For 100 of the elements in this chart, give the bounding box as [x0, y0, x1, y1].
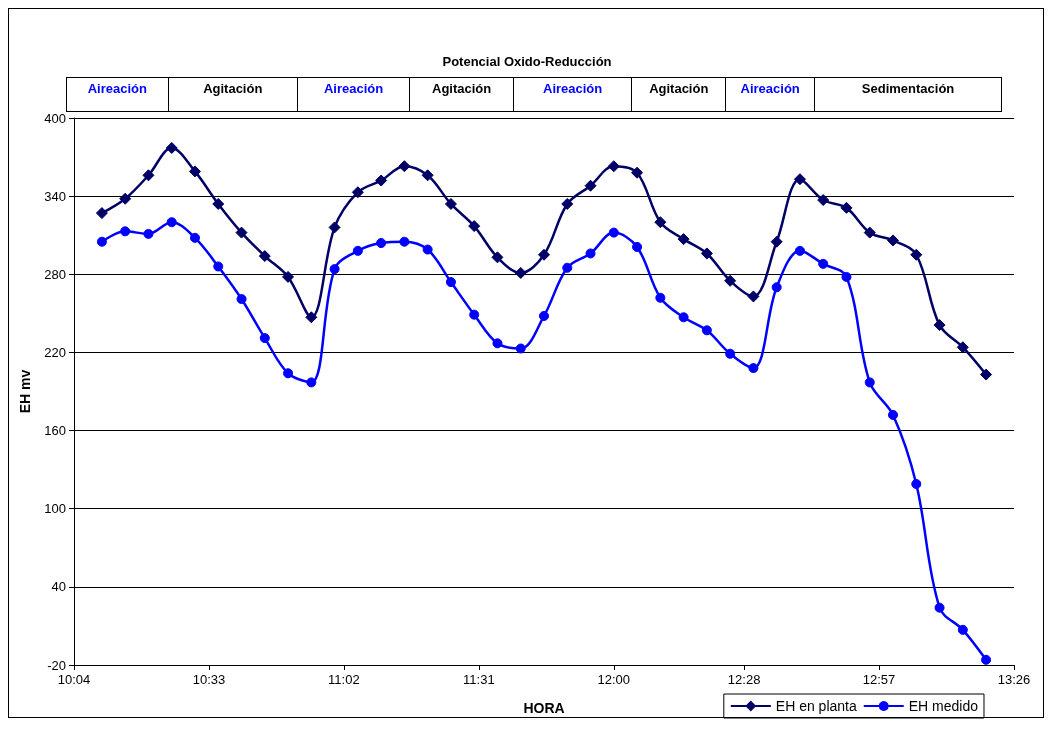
x-tick-label: 13:26 — [997, 672, 1031, 687]
point — [539, 310, 549, 321]
point — [351, 186, 364, 199]
y-tick-label: -20 — [47, 657, 66, 673]
point — [515, 343, 526, 354]
x-tick-label: 12:00 — [597, 672, 631, 687]
y-tick-label: 280 — [44, 266, 66, 282]
point — [376, 238, 387, 249]
point — [259, 333, 270, 344]
x-tick-label: 11:02 — [328, 672, 360, 687]
point — [701, 325, 712, 336]
point — [864, 377, 875, 388]
point — [120, 226, 131, 237]
x-tick-label: 10:33 — [192, 672, 226, 687]
y-tick-label: 220 — [44, 344, 66, 360]
point — [888, 409, 899, 420]
y-tick-label: 160 — [44, 423, 66, 439]
point — [375, 174, 388, 187]
chart-title: Potencial Oxido-Reducción — [442, 54, 612, 69]
text: Aireación — [66, 77, 169, 112]
point — [165, 141, 178, 154]
point — [980, 368, 993, 381]
point — [771, 282, 782, 293]
legend-label: EH medido — [908, 698, 979, 714]
point — [981, 654, 992, 665]
point — [794, 245, 805, 256]
point — [282, 270, 295, 283]
point — [793, 173, 806, 186]
point — [724, 274, 737, 287]
point — [213, 261, 224, 272]
point — [654, 216, 667, 229]
point — [678, 312, 689, 323]
point — [329, 264, 340, 275]
text: Agitación — [631, 77, 727, 112]
point — [840, 201, 853, 214]
point — [258, 250, 271, 263]
point — [119, 192, 132, 205]
point — [910, 248, 923, 261]
point — [584, 179, 597, 192]
point — [469, 309, 480, 320]
point — [422, 244, 433, 255]
point — [562, 262, 573, 273]
point — [818, 258, 829, 269]
point — [95, 207, 108, 220]
point — [747, 290, 760, 303]
point — [399, 236, 410, 247]
x-tick-label: 11:31 — [463, 672, 495, 687]
point — [608, 227, 619, 238]
x-axis-title: HORA — [523, 700, 565, 716]
text: Agitación — [167, 77, 298, 112]
point — [956, 341, 969, 354]
point — [188, 165, 201, 178]
y-tick-label: 40 — [51, 579, 66, 595]
x-tick-label: 12:57 — [862, 672, 896, 687]
text: Sedimentación — [814, 77, 1002, 112]
text: Aireación — [512, 77, 633, 112]
point — [236, 294, 247, 305]
point — [700, 247, 713, 260]
point — [468, 220, 481, 233]
point — [655, 292, 666, 303]
point — [166, 217, 177, 228]
point — [142, 169, 155, 182]
point — [514, 266, 527, 279]
point — [957, 624, 968, 635]
point — [421, 169, 434, 182]
point — [445, 277, 456, 288]
point — [444, 197, 457, 210]
text: Agitación — [409, 77, 514, 112]
point — [887, 234, 900, 247]
point — [212, 197, 225, 210]
legend-label: EH en planta — [775, 698, 857, 714]
point — [561, 197, 574, 210]
y-tick-label: 400 — [44, 110, 66, 126]
y-axis-title: EH mv — [17, 369, 33, 414]
point — [491, 251, 504, 264]
point — [841, 271, 852, 282]
point — [817, 194, 830, 207]
text: Aireación — [296, 77, 411, 112]
text: Aireación — [725, 77, 816, 112]
y-tick-label: 340 — [44, 188, 66, 204]
point — [143, 228, 154, 239]
point — [934, 602, 945, 613]
point — [492, 338, 503, 349]
point — [305, 311, 318, 324]
point — [189, 232, 200, 243]
point — [352, 245, 363, 256]
point — [585, 248, 596, 259]
y-tick-label: 100 — [44, 501, 66, 517]
point — [748, 363, 759, 374]
point — [283, 368, 294, 379]
point — [863, 226, 876, 239]
point — [933, 319, 946, 332]
point — [911, 478, 922, 489]
point — [306, 377, 317, 388]
point — [398, 160, 411, 173]
point — [677, 233, 690, 246]
point — [631, 166, 644, 179]
point — [235, 226, 248, 239]
x-tick-label: 12:28 — [727, 672, 761, 687]
point — [96, 236, 107, 247]
